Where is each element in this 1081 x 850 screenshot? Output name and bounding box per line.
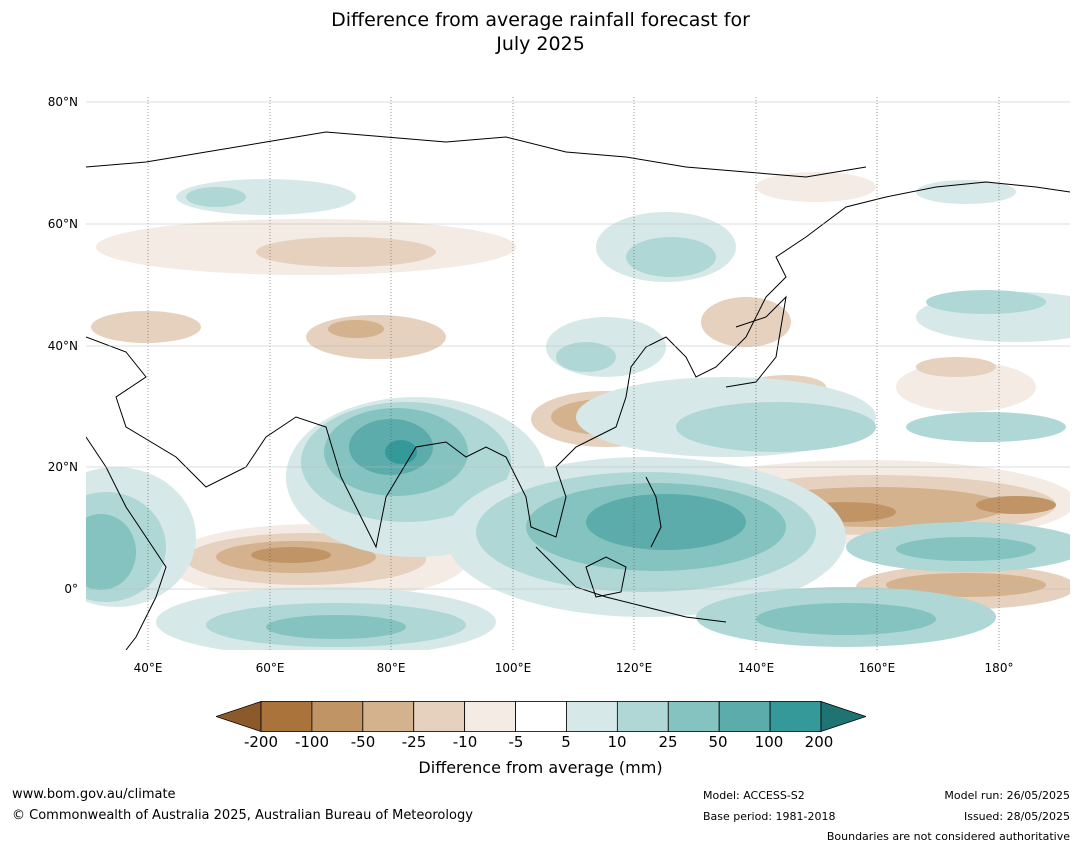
legend-swatch bbox=[464, 701, 516, 732]
map-title: Difference from average rainfall forecas… bbox=[0, 8, 1081, 56]
legend-swatch bbox=[260, 701, 313, 732]
legend-label: Difference from average (mm) bbox=[418, 758, 663, 777]
legend-swatch-upper-extend bbox=[820, 700, 866, 733]
lon-label-40e: 40°E bbox=[133, 661, 163, 675]
coastline-maritime-continent bbox=[535, 546, 727, 623]
dry-region-central-asia bbox=[306, 315, 446, 359]
dry-region-mongolia-east bbox=[701, 297, 791, 347]
lat-label-0: 0° bbox=[64, 582, 78, 596]
footer-issued: Issued: 28/05/2025 bbox=[963, 810, 1070, 823]
legend-tick: -50 bbox=[350, 733, 376, 751]
lat-label-80n: 80°N bbox=[47, 95, 78, 109]
lon-label-140e: 140°E bbox=[737, 661, 775, 675]
legend-swatch bbox=[667, 701, 720, 732]
footer-disclaimer: Boundaries are not considered authoritat… bbox=[826, 830, 1070, 843]
legend-tick: -100 bbox=[294, 733, 330, 751]
rainfall-anomaly-map bbox=[86, 97, 1070, 650]
legend-swatch bbox=[616, 701, 669, 732]
lon-label-80e: 80°E bbox=[376, 661, 406, 675]
legend-tick: 25 bbox=[658, 733, 678, 751]
coastline-philippines bbox=[645, 476, 662, 548]
legend-swatch bbox=[311, 701, 364, 732]
latitude-lines bbox=[86, 101, 1070, 590]
wet-anomaly-regions bbox=[86, 179, 1070, 650]
footer-model: Model: ACCESS-S2 bbox=[703, 789, 805, 802]
footer-url: www.bom.gov.au/climate bbox=[12, 787, 176, 802]
legend-tick: 5 bbox=[561, 733, 571, 751]
footer-base-period: Base period: 1981-2018 bbox=[703, 810, 836, 823]
colorbar-legend bbox=[216, 700, 866, 733]
legend-tick: -200 bbox=[243, 733, 279, 751]
legend-tick: 100 bbox=[754, 733, 784, 751]
legend-swatch bbox=[769, 701, 822, 732]
lon-label-180: 180° bbox=[984, 661, 1014, 675]
gridlines bbox=[147, 97, 1000, 650]
lat-label-40n: 40°N bbox=[47, 339, 78, 353]
legend-swatch bbox=[413, 701, 466, 732]
legend-swatch bbox=[362, 701, 415, 732]
title-line-2: July 2025 bbox=[496, 33, 585, 55]
legend-tick: 200 bbox=[804, 733, 834, 751]
lon-label-160e: 160°E bbox=[858, 661, 896, 675]
coastline-japan bbox=[725, 295, 787, 388]
lon-label-120e: 120°E bbox=[615, 661, 653, 675]
footer-model-run: Model run: 26/05/2025 bbox=[944, 789, 1070, 802]
coastlines bbox=[86, 131, 1070, 650]
legend-tick: -5 bbox=[508, 733, 524, 751]
coastline-borneo bbox=[585, 556, 627, 598]
coastline-arabia-india bbox=[86, 181, 1070, 549]
legend-swatch bbox=[515, 701, 567, 732]
legend-tick: 50 bbox=[708, 733, 728, 751]
footer-copyright: © Commonwealth of Australia 2025, Austra… bbox=[12, 808, 473, 823]
legend-tick: -25 bbox=[401, 733, 427, 751]
coastline-africa bbox=[86, 436, 167, 650]
lat-label-60n: 60°N bbox=[47, 217, 78, 231]
lat-label-20n: 20°N bbox=[47, 460, 78, 474]
lon-label-100e: 100°E bbox=[494, 661, 532, 675]
legend-tick: 10 bbox=[607, 733, 627, 751]
coastline-arctic bbox=[86, 131, 867, 178]
legend-swatch-lower-extend bbox=[216, 700, 262, 733]
legend-tick: -10 bbox=[452, 733, 478, 751]
legend-swatch bbox=[566, 701, 618, 732]
map-canvas bbox=[86, 97, 1070, 650]
legend-swatch bbox=[718, 701, 771, 732]
title-line-1: Difference from average rainfall forecas… bbox=[331, 9, 750, 31]
lon-label-60e: 60°E bbox=[255, 661, 285, 675]
